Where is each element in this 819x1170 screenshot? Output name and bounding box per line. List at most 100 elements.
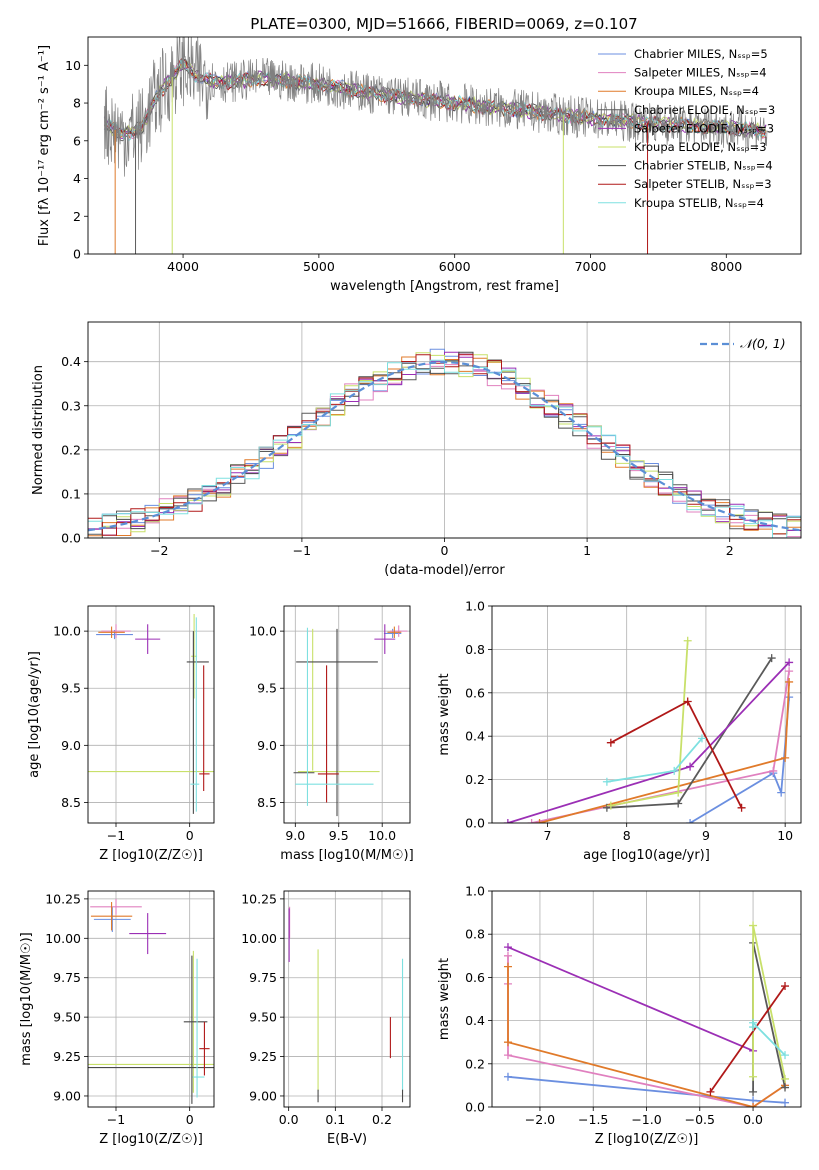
x-axis-label: Z [log10(Z/Z☉)] [99, 848, 203, 863]
panel-mass-vs-EBV: 0.0 0.1 0.2 9.00 9.25 9.50 9.75 10.00 10.25 E(B-V… [241, 890, 411, 1147]
panel-mw-vs-age: 7 8 9 10 0.0 0.2 0.4 0.6 0.8 1.0 age [log10(age/yr… [437, 599, 802, 863]
panel-age-vs-mass: 9.0 9.5 10.0 8.5 9.0 9.5 10.0 mass [log10(M/M☉)… [249, 605, 414, 863]
y-tick-label: 8.5 [257, 795, 277, 810]
y-axis-label: mass weight [437, 673, 452, 755]
mass-weight-marker [749, 921, 758, 930]
x-tick-label: 8000 [710, 259, 742, 274]
y-tick-label: 0.4 [61, 354, 81, 369]
y-tick-label: 9.00 [249, 1088, 277, 1103]
y-tick-label: 9.00 [53, 1088, 81, 1103]
y-tick-label: 10 [65, 58, 81, 73]
y-tick-label: 0.4 [465, 1013, 485, 1028]
mass-weight-marker [670, 766, 679, 775]
mass-weight-marker [749, 1103, 758, 1107]
x-axis-label: age [log10(age/yr)] [583, 848, 710, 863]
mass-weight-line [752, 1020, 786, 1056]
x-tick-label: 6000 [439, 259, 471, 274]
x-axis-label: Z [log10(Z/Z☉)] [595, 1132, 699, 1147]
y-tick-label: 1.0 [465, 599, 485, 614]
mass-weight-marker [527, 819, 536, 823]
x-tick-label: 1 [583, 543, 591, 558]
y-tick-label: 9.50 [249, 1010, 277, 1025]
mass-weight-marker [749, 1018, 758, 1027]
plot-area [88, 898, 214, 1104]
mass-weight-marker [535, 819, 544, 823]
x-tick-label: 9.0 [285, 828, 305, 843]
x-tick-label: 8 [623, 828, 631, 843]
x-tick-label: 2 [726, 543, 734, 558]
mass-weight-line [752, 942, 786, 1092]
plot-area [503, 921, 790, 1107]
x-axis-label: wavelength [Angstrom, rest frame] [330, 279, 559, 294]
y-tick-label: 0.8 [465, 927, 485, 942]
y-tick-label: 9.5 [61, 681, 81, 696]
y-tick-label: 4 [73, 171, 81, 186]
axes-frame [87, 605, 215, 824]
y-tick-label: 10.00 [45, 931, 81, 946]
mass-weight-marker [503, 951, 512, 960]
mass-weight-marker [686, 819, 695, 823]
x-tick-label: 0.2 [372, 1112, 392, 1127]
legend-label: Salpeter ELODIE, Nₛₛₚ=3 [634, 121, 774, 135]
y-tick-label: 10.25 [241, 891, 277, 906]
mass-weight-line [752, 925, 786, 1080]
plot-area [503, 636, 794, 823]
mass-weight-marker [503, 819, 512, 823]
y-tick-label: 0.0 [465, 1100, 485, 1115]
y-tick-label: 0.4 [465, 729, 485, 744]
panel-mw-vs-Z: −2.0 −1.5 −1.0 −0.5 0.0 0.0 0.2 0.4 0.6 0.8 1.0 Z [… [437, 884, 802, 1147]
axes-frame [283, 890, 411, 1108]
mass-weight-marker [503, 943, 512, 952]
legend-label: Kroupa STELIB, Nₛₛₚ=4 [634, 196, 764, 210]
y-tick-label: 0.6 [465, 970, 485, 985]
mass-weight-line [610, 640, 689, 807]
model-spectrum-line [104, 56, 767, 139]
y-tick-label: 10.00 [241, 931, 277, 946]
mass-weight-marker [781, 1083, 790, 1092]
y-tick-label: 0.0 [465, 816, 485, 831]
y-tick-label: 9.0 [61, 738, 81, 753]
mass-weight-line [507, 966, 786, 1107]
y-tick-label: 9.75 [53, 970, 81, 985]
y-axis-label: mass weight [437, 958, 452, 1040]
mass-weight-line [709, 985, 786, 1093]
mass-weight-marker [674, 799, 683, 808]
figure-title: PLATE=0300, MJD=51666, FIBERID=0069, z=0… [250, 15, 637, 33]
mass-weight-marker [781, 1051, 790, 1060]
legend-label: Chabrier ELODIE, Nₛₛₚ=3 [634, 103, 775, 117]
x-tick-label: 0 [186, 828, 194, 843]
x-tick-label: 5000 [303, 259, 335, 274]
mass-weight-marker [503, 1051, 512, 1060]
y-tick-label: 0.1 [61, 486, 81, 501]
mass-weight-marker [781, 1098, 790, 1107]
x-tick-label: 0.0 [743, 1112, 763, 1127]
mass-weight-marker [749, 1072, 758, 1081]
y-tick-label: 0.8 [465, 642, 485, 657]
y-tick-label: 0.2 [61, 442, 81, 457]
y-tick-label: 10.0 [249, 624, 277, 639]
mass-weight-marker [683, 697, 692, 706]
y-tick-label: 0.2 [465, 772, 485, 787]
mass-weight-marker [781, 753, 790, 762]
y-tick-label: 9.50 [53, 1010, 81, 1025]
legend-label: Chabrier STELIB, Nₛₛₚ=4 [634, 159, 773, 173]
panel-residuals: −2 −1 0 1 2 0.0 0.1 0.2 0.3 0.4 (data-model)/error… [31, 321, 802, 578]
mass-weight-marker [503, 962, 512, 971]
plot-area [103, 37, 768, 254]
plot-area [88, 348, 801, 538]
mass-weight-marker [785, 658, 794, 667]
legend-label: Kroupa ELODIE, Nₛₛₚ=3 [634, 140, 767, 154]
plot-area [288, 906, 404, 1103]
y-tick-label: 9.25 [249, 1049, 277, 1064]
x-tick-label: −1 [107, 1112, 125, 1127]
mass-weight-marker [697, 734, 706, 743]
mass-weight-marker [749, 1087, 758, 1096]
mass-weight-marker [781, 1074, 790, 1083]
x-axis-label: Z [log10(Z/Z☉)] [99, 1132, 203, 1147]
y-tick-label: 9.75 [249, 970, 277, 985]
observed-spectrum-line [103, 37, 768, 177]
axes-frame [87, 36, 802, 255]
mass-weight-marker [503, 1038, 512, 1047]
y-tick-label: 0 [73, 247, 81, 262]
